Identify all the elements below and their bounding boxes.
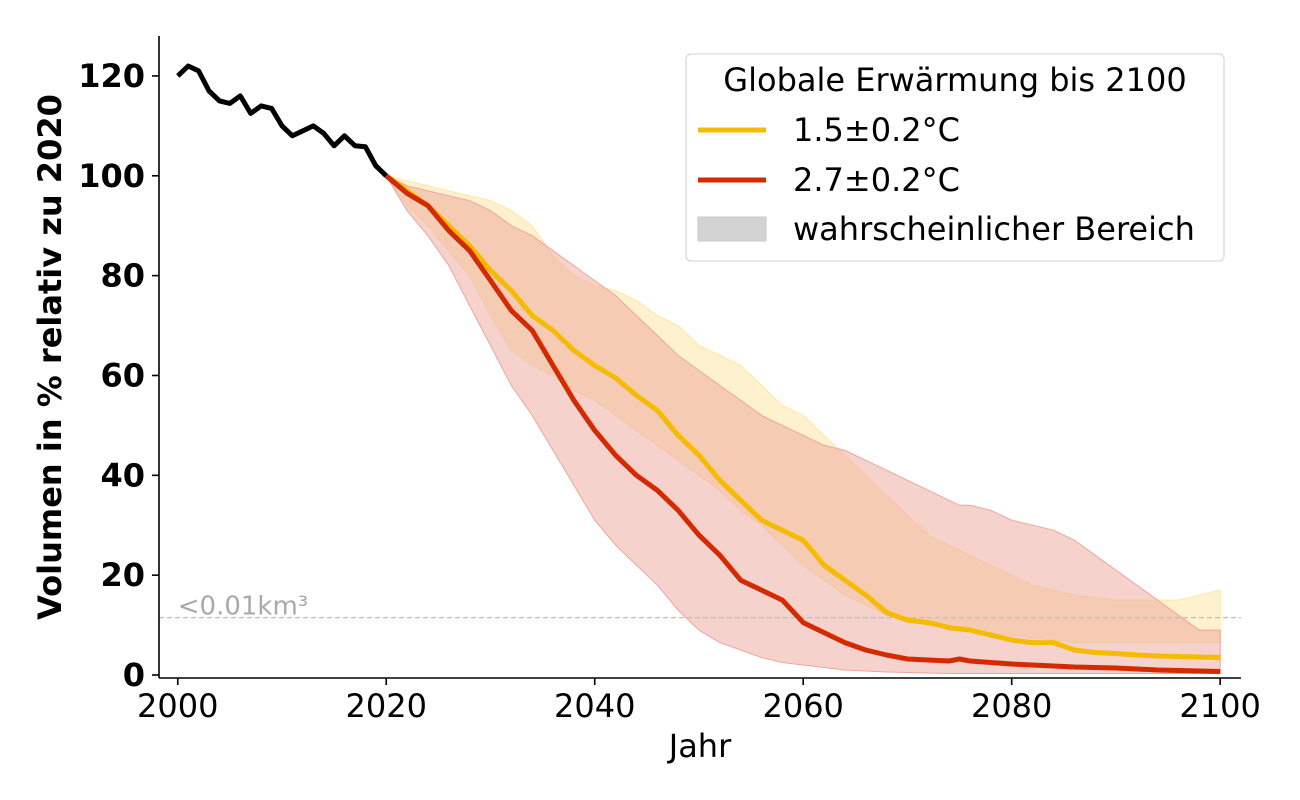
y-tick-label: 60 [100,356,145,394]
x-axis-title: Jahr [667,727,732,765]
band-2-7 [384,174,1221,674]
y-tick-label: 100 [78,157,145,195]
x-tick-label: 2080 [971,687,1052,725]
series-line-2-7 [384,173,1221,674]
legend-frame [685,53,1225,262]
uncertainty-bands [384,174,1221,674]
x-tick-label: 2000 [137,687,218,725]
legend-title: Globale Erwärmung bis 2100 [723,61,1186,99]
legend-patch-range [697,216,767,242]
x-tick-label: 2100 [1179,687,1260,725]
y-tick-label: 40 [100,456,145,494]
threshold-label: <0.01km³ [178,592,308,622]
y-ticks: 0 20 40 60 80 100 120 [78,57,159,694]
threshold-group: <0.01km³ [159,592,1241,622]
x-ticks: 2000 2020 2040 2060 2080 2100 [137,678,1261,725]
legend-label-range: wahrscheinlicher Bereich [793,210,1195,248]
axes [158,36,1241,679]
x-tick-label: 2060 [762,687,843,725]
series-lines [176,63,1221,674]
y-tick-label: 20 [100,556,145,594]
y-tick-label: 120 [78,57,145,95]
x-tick-label: 2040 [554,687,635,725]
legend-label-2-7: 2.7±0.2°C [793,161,960,199]
y-tick-label: 80 [100,257,145,295]
series-line-1-5 [384,173,1221,660]
observed-line [176,63,388,178]
y-tick-label: 0 [123,656,145,694]
legend: Globale Erwärmung bis 2100 1.5±0.2°C 2.7… [685,53,1225,262]
x-tick-label: 2020 [346,687,427,725]
legend-label-1-5: 1.5±0.2°C [793,111,960,149]
y-axis-title: Volumen in % relativ zu 2020 [31,94,69,620]
